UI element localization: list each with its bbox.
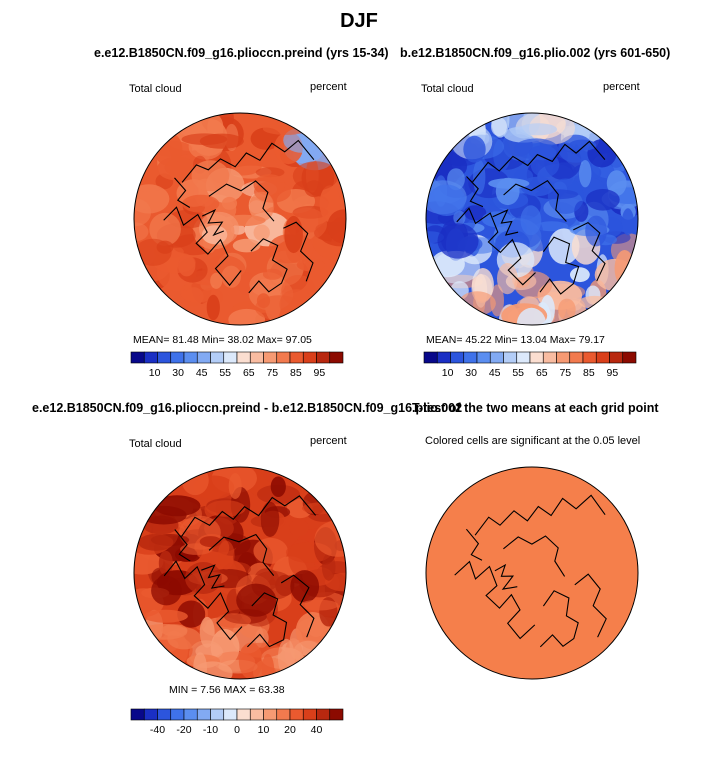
- panel2-field-label: Total cloud: [421, 83, 474, 95]
- panel3-stats: MIN = 7.56 MAX = 63.38: [169, 684, 285, 696]
- colorbar-tick-label: 0: [234, 724, 240, 736]
- colorbar-tick-label: 85: [290, 367, 302, 379]
- colorbar-tick-label: 75: [266, 367, 278, 379]
- colorbar-panel-3: -40 -20 -10 0 10 20 40: [130, 708, 344, 736]
- panel1-title: e.e12.B1850CN.f09_g16.plioccn.preind (yr…: [94, 46, 389, 60]
- map-panel-2: [426, 113, 638, 325]
- panel3-title: e.e12.B1850CN.f09_g16.plioccn.preind - b…: [32, 401, 463, 415]
- colorbar-panel-2: 10 30 45 55 65 75 85 95: [423, 351, 637, 379]
- panel2-units: percent: [603, 81, 640, 93]
- colorbar-tick-label: 40: [311, 724, 323, 736]
- colorbar-tick-label: 95: [314, 367, 326, 379]
- panel3-field-label: Total cloud: [129, 438, 182, 450]
- colorbar-tick-label: 45: [196, 367, 208, 379]
- panel4-title: T-test of the two means at each grid poi…: [412, 401, 659, 415]
- panel1-field-label: Total cloud: [129, 83, 182, 95]
- colorbar-panel-1: 10 30 45 55 65 75 85 95: [130, 351, 344, 379]
- colorbar-tick-label: -40: [150, 724, 165, 736]
- panel1-units: percent: [310, 81, 347, 93]
- panel3-units: percent: [310, 435, 347, 447]
- colorbar-tick-label: 30: [172, 367, 184, 379]
- colorbar-tick-label: 75: [559, 367, 571, 379]
- panel4-note: Colored cells are significant at the 0.0…: [425, 435, 641, 447]
- colorbar-tick-label: 55: [219, 367, 231, 379]
- colorbar-tick-label: 45: [489, 367, 501, 379]
- colorbar-tick-label: 65: [536, 367, 548, 379]
- colorbar-tick-label: 30: [465, 367, 477, 379]
- colorbar-tick-label: 95: [607, 367, 619, 379]
- colorbar-tick-label: 20: [284, 724, 296, 736]
- colorbar-tick-label: -10: [203, 724, 218, 736]
- map-panel-4: [426, 467, 638, 679]
- colorbar-tick-label: 10: [149, 367, 161, 379]
- colorbar-tick-label: 65: [243, 367, 255, 379]
- colorbar-tick-label: 55: [512, 367, 524, 379]
- panel1-stats: MEAN= 81.48 Min= 38.02 Max= 97.05: [133, 334, 312, 346]
- figure-title: DJF: [340, 10, 378, 32]
- colorbar-tick-label: 10: [442, 367, 454, 379]
- colorbar-tick-label: 10: [258, 724, 270, 736]
- colorbar-tick-label: -20: [176, 724, 191, 736]
- map-panel-1: [134, 113, 346, 325]
- panel2-stats: MEAN= 45.22 Min= 13.04 Max= 79.17: [426, 334, 605, 346]
- map-panel-3: [134, 467, 346, 679]
- panel2-title: b.e12.B1850CN.f09_g16.plio.002 (yrs 601-…: [400, 46, 671, 60]
- colorbar-tick-label: 85: [583, 367, 595, 379]
